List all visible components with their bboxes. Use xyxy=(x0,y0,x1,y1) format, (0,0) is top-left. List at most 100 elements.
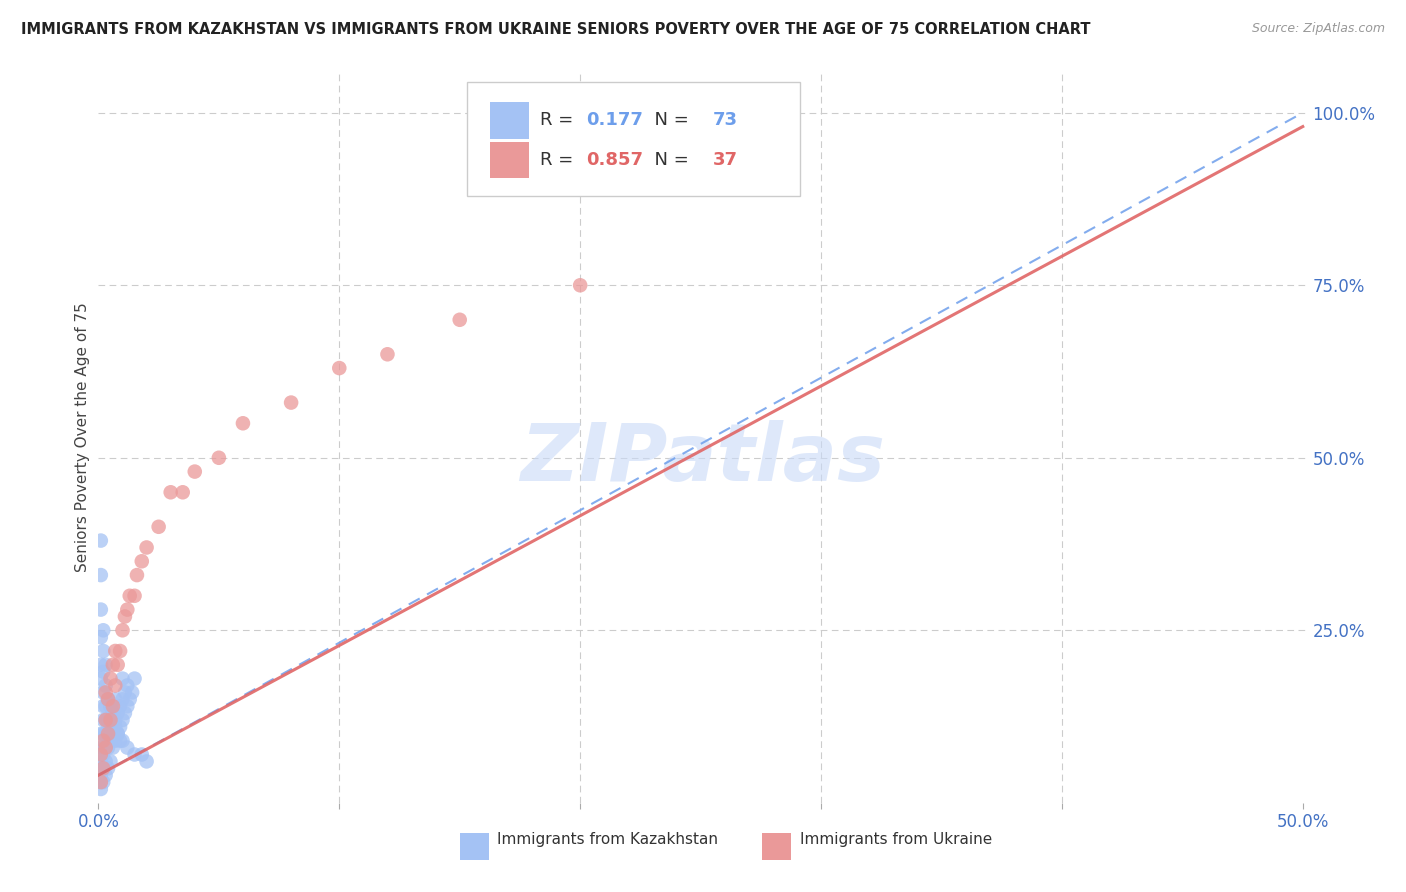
Point xyxy=(124,589,146,603)
Point xyxy=(118,692,141,706)
Point xyxy=(117,678,139,692)
Text: 37: 37 xyxy=(713,151,738,169)
Point xyxy=(117,602,139,616)
Point xyxy=(97,713,120,727)
Point xyxy=(101,727,124,741)
Text: N =: N = xyxy=(643,151,695,169)
Point xyxy=(280,395,302,409)
Point xyxy=(100,699,122,714)
Point xyxy=(107,706,129,720)
Point xyxy=(232,417,254,431)
Point xyxy=(125,568,148,582)
Point xyxy=(91,727,114,741)
Text: IMMIGRANTS FROM KAZAKHSTAN VS IMMIGRANTS FROM UKRAINE SENIORS POVERTY OVER THE A: IMMIGRANTS FROM KAZAKHSTAN VS IMMIGRANTS… xyxy=(21,22,1091,37)
Point xyxy=(94,657,117,672)
Point xyxy=(111,672,134,686)
Point xyxy=(91,665,114,679)
Point xyxy=(91,775,114,789)
Point xyxy=(94,768,117,782)
Point xyxy=(184,465,207,479)
Text: Immigrants from Ukraine: Immigrants from Ukraine xyxy=(800,832,993,847)
Point xyxy=(124,672,146,686)
Point xyxy=(100,733,122,747)
Point xyxy=(108,733,131,747)
Point xyxy=(108,720,131,734)
Point xyxy=(107,727,129,741)
Point xyxy=(111,713,134,727)
Point xyxy=(108,699,131,714)
Point xyxy=(91,685,114,699)
FancyBboxPatch shape xyxy=(491,142,529,178)
Text: Immigrants from Kazakhstan: Immigrants from Kazakhstan xyxy=(498,832,718,847)
Point xyxy=(90,630,112,644)
Point xyxy=(90,775,112,789)
Point xyxy=(104,713,127,727)
Point xyxy=(91,624,114,638)
Point xyxy=(124,747,146,762)
Point xyxy=(104,678,127,692)
Point xyxy=(90,568,112,582)
Point xyxy=(114,685,136,699)
Point xyxy=(90,755,112,769)
Point xyxy=(97,761,120,775)
Point xyxy=(94,713,117,727)
Point xyxy=(100,713,122,727)
Text: N =: N = xyxy=(643,112,695,129)
Point xyxy=(114,706,136,720)
Point xyxy=(101,706,124,720)
Point xyxy=(101,740,124,755)
Point xyxy=(90,775,112,789)
Point xyxy=(94,740,117,755)
Point xyxy=(111,692,134,706)
Point xyxy=(449,312,471,326)
Point xyxy=(97,727,120,741)
FancyBboxPatch shape xyxy=(467,82,800,195)
Point xyxy=(91,713,114,727)
FancyBboxPatch shape xyxy=(460,833,489,860)
Point xyxy=(569,278,592,293)
Point xyxy=(90,727,112,741)
Text: ZIPatlas: ZIPatlas xyxy=(520,420,886,498)
Point xyxy=(131,554,153,568)
Point xyxy=(91,747,114,762)
Point xyxy=(97,692,120,706)
Point xyxy=(172,485,194,500)
Point xyxy=(90,602,112,616)
Point xyxy=(377,347,399,361)
Point xyxy=(100,713,122,727)
Point xyxy=(131,747,153,762)
Point xyxy=(114,609,136,624)
Point xyxy=(97,727,120,741)
Point xyxy=(111,624,134,638)
Point xyxy=(117,699,139,714)
Text: 73: 73 xyxy=(713,112,738,129)
Point xyxy=(121,685,143,699)
Point xyxy=(104,733,127,747)
Point xyxy=(100,699,122,714)
Point xyxy=(107,657,129,672)
FancyBboxPatch shape xyxy=(762,833,792,860)
Point xyxy=(90,768,112,782)
Point xyxy=(111,733,134,747)
Point xyxy=(94,678,117,692)
Point xyxy=(90,657,112,672)
Point xyxy=(104,644,127,658)
Point xyxy=(94,755,117,769)
Point xyxy=(101,657,124,672)
Point xyxy=(97,692,120,706)
Point xyxy=(104,692,127,706)
Point xyxy=(208,450,231,465)
Point xyxy=(91,761,114,775)
Point xyxy=(100,755,122,769)
Text: Source: ZipAtlas.com: Source: ZipAtlas.com xyxy=(1251,22,1385,36)
Point xyxy=(91,740,114,755)
Point xyxy=(100,720,122,734)
Point xyxy=(90,533,112,548)
Point xyxy=(94,713,117,727)
Point xyxy=(90,740,112,755)
FancyBboxPatch shape xyxy=(491,102,529,138)
Point xyxy=(91,733,114,747)
Point xyxy=(107,727,129,741)
Text: 0.857: 0.857 xyxy=(586,151,643,169)
Point xyxy=(90,761,112,775)
